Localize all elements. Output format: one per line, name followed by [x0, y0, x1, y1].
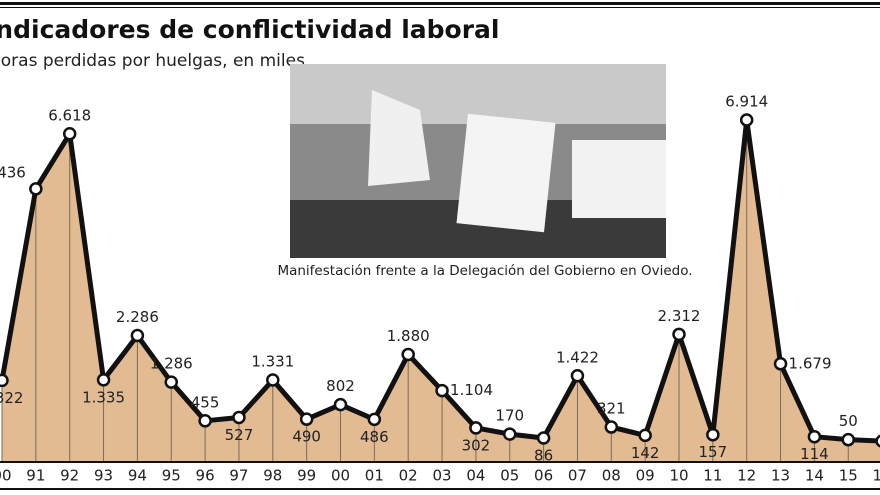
point	[299, 412, 314, 426]
x-tick-label: 15	[839, 467, 858, 485]
value-label: 321	[597, 400, 626, 418]
point	[638, 428, 652, 443]
point	[536, 431, 551, 445]
x-tick-label: 05	[500, 467, 519, 485]
top-rule	[0, 2, 880, 5]
point	[435, 383, 449, 398]
x-tick-label: 98	[263, 467, 282, 485]
point	[62, 127, 77, 141]
x-tick-label: 04	[466, 467, 485, 485]
x-tick-label: 94	[128, 467, 147, 485]
value-label: 142	[631, 444, 660, 462]
plot: 1.322 90 5.436 91 6.618 92 1.335 93 2.286 94 1.286…	[0, 93, 880, 485]
value-label: 6.914	[725, 93, 768, 111]
value-label: 1.286	[150, 355, 193, 373]
x-tick-label: 02	[399, 467, 418, 485]
point	[96, 373, 111, 387]
bottom-rule	[0, 488, 880, 490]
x-tick-label: 16	[873, 467, 880, 485]
point	[29, 182, 43, 196]
value-label: 114	[800, 445, 829, 463]
point	[130, 328, 145, 343]
x-tick-label: 99	[297, 467, 316, 485]
value-label: 1.335	[82, 388, 125, 406]
value-label: 1.679	[789, 354, 832, 372]
x-tick-label: 00	[331, 467, 350, 485]
x-tick-label: 08	[602, 467, 621, 485]
value-label: 2.312	[658, 307, 701, 325]
x-tick-label: 11	[703, 467, 722, 485]
value-label: 170	[495, 407, 524, 425]
value-label: 490	[292, 428, 321, 446]
point	[164, 375, 178, 389]
point	[807, 429, 822, 444]
point	[198, 414, 212, 428]
x-tick-label: 91	[26, 467, 45, 485]
value-label: 157	[699, 443, 728, 461]
chart-subtitle: Horas perdidas por huelgas, en miles	[0, 51, 305, 71]
value-label: 1.322	[0, 389, 23, 407]
x-tick-label: 09	[636, 467, 655, 485]
x-tick-label: 95	[162, 467, 181, 485]
x-tick-label: 97	[229, 467, 248, 485]
point	[604, 420, 619, 434]
value-label: 486	[360, 428, 389, 446]
x-tick-label: 03	[433, 467, 452, 485]
value-label: 86	[534, 446, 553, 464]
point	[232, 410, 246, 425]
x-tick-label: 06	[534, 467, 553, 485]
value-label: 527	[225, 426, 254, 444]
x-tick-label: 13	[771, 467, 790, 485]
chart-title: Indicadores de conflictividad laboral	[0, 15, 500, 44]
photo-banner	[572, 140, 666, 218]
point	[773, 357, 788, 371]
point	[367, 412, 382, 427]
x-tick-label: 90	[0, 467, 12, 485]
value-label: 455	[191, 393, 220, 411]
x-tick-label: 92	[60, 467, 79, 485]
point	[333, 397, 348, 412]
point	[503, 427, 517, 441]
point	[0, 373, 9, 388]
photo-caption: Manifestación frente a la Delegación del…	[277, 263, 692, 279]
x-tick-label: 14	[805, 467, 824, 485]
point	[570, 369, 585, 383]
photo	[290, 64, 666, 258]
photo-banner	[456, 113, 556, 233]
point	[672, 327, 686, 342]
photo-sky	[290, 64, 666, 124]
value-label: 302	[462, 436, 491, 454]
x-tick-label: 12	[737, 467, 756, 485]
value-label: 6.618	[48, 106, 91, 124]
point	[739, 113, 754, 127]
point	[401, 347, 415, 362]
value-label: 1.104	[450, 381, 493, 399]
value-label: 802	[326, 377, 355, 395]
x-tick-label: 07	[568, 467, 587, 485]
point	[706, 427, 720, 442]
x-tick-label: 96	[196, 467, 215, 485]
x-tick-label: 01	[365, 467, 384, 485]
x-tick-label: 10	[669, 467, 688, 485]
value-label: 1.880	[387, 327, 430, 345]
value-label: 50	[839, 412, 858, 430]
point	[841, 432, 855, 447]
value-label: 2.286	[116, 308, 159, 326]
value-label: 5.436	[0, 163, 26, 181]
value-label: 1.331	[251, 353, 294, 371]
point	[875, 434, 880, 448]
top-rule	[0, 7, 880, 8]
point	[266, 373, 280, 387]
photo-flag	[368, 90, 430, 186]
value-label: 1.422	[556, 348, 599, 366]
point	[469, 421, 483, 435]
x-tick-label: 93	[94, 467, 113, 485]
